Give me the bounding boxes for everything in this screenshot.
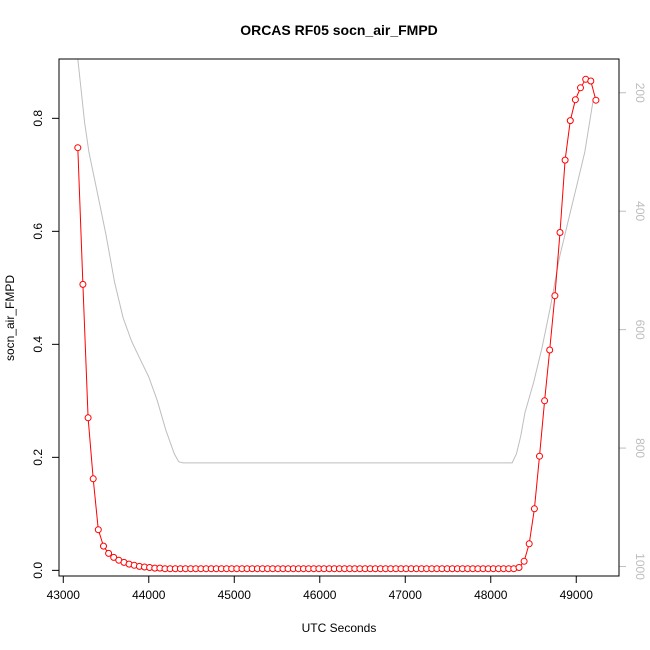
x-tick-label: 44000 — [132, 588, 166, 602]
data-point — [100, 542, 107, 550]
y-tick-label: 0.0 — [31, 562, 45, 579]
plot-frame — [58, 58, 620, 577]
data-point — [94, 526, 102, 534]
series-primary-line — [77, 78, 597, 570]
x-tick-label: 47000 — [389, 588, 423, 602]
data-point — [79, 280, 87, 288]
x-tick-label: 46000 — [303, 588, 337, 602]
y-tick-label: 0.8 — [31, 110, 45, 127]
data-point — [577, 84, 584, 92]
x-tick-label: 49000 — [560, 588, 594, 602]
y-axis-label: socn_air_FMPD — [3, 275, 17, 361]
series-secondary — [77, 59, 594, 464]
y-tick-label: 0.4 — [31, 336, 45, 353]
data-point — [587, 77, 595, 85]
y2-tick-label: 1000 — [633, 553, 647, 580]
data-point — [105, 549, 113, 557]
data-point — [84, 414, 92, 422]
data-point — [536, 452, 543, 460]
y-tick-label: 0.6 — [31, 223, 45, 240]
data-point — [74, 144, 82, 152]
y2-tick-label: 400 — [633, 201, 647, 221]
data-point — [515, 564, 523, 571]
x-tick-label: 45000 — [218, 588, 252, 602]
data-point — [566, 117, 574, 125]
chart-title: ORCAS RF05 socn_air_FMPD — [240, 22, 438, 38]
y2-tick-label: 200 — [633, 83, 647, 103]
axes: 43000 44000 45000 46000 47000 48000 49000 0.0 0.… — [31, 83, 647, 602]
data-point — [89, 475, 97, 483]
data-point — [546, 346, 554, 354]
series-secondary-line — [77, 59, 594, 464]
data-point — [556, 229, 564, 236]
x-tick-label: 48000 — [474, 588, 508, 602]
data-point — [520, 557, 528, 565]
x-axis-label: UTC Seconds — [302, 621, 377, 635]
data-point — [551, 292, 559, 300]
data-point — [525, 540, 533, 548]
x-tick-label: 43000 — [47, 588, 81, 602]
y-tick-label: 0.2 — [31, 449, 45, 466]
y2-tick-label: 800 — [633, 438, 647, 458]
data-point — [530, 505, 538, 513]
data-point — [571, 96, 579, 104]
data-point — [592, 96, 600, 104]
series-primary — [74, 75, 600, 573]
data-point — [541, 397, 549, 405]
data-point — [561, 156, 569, 164]
y2-tick-label: 600 — [633, 320, 647, 340]
